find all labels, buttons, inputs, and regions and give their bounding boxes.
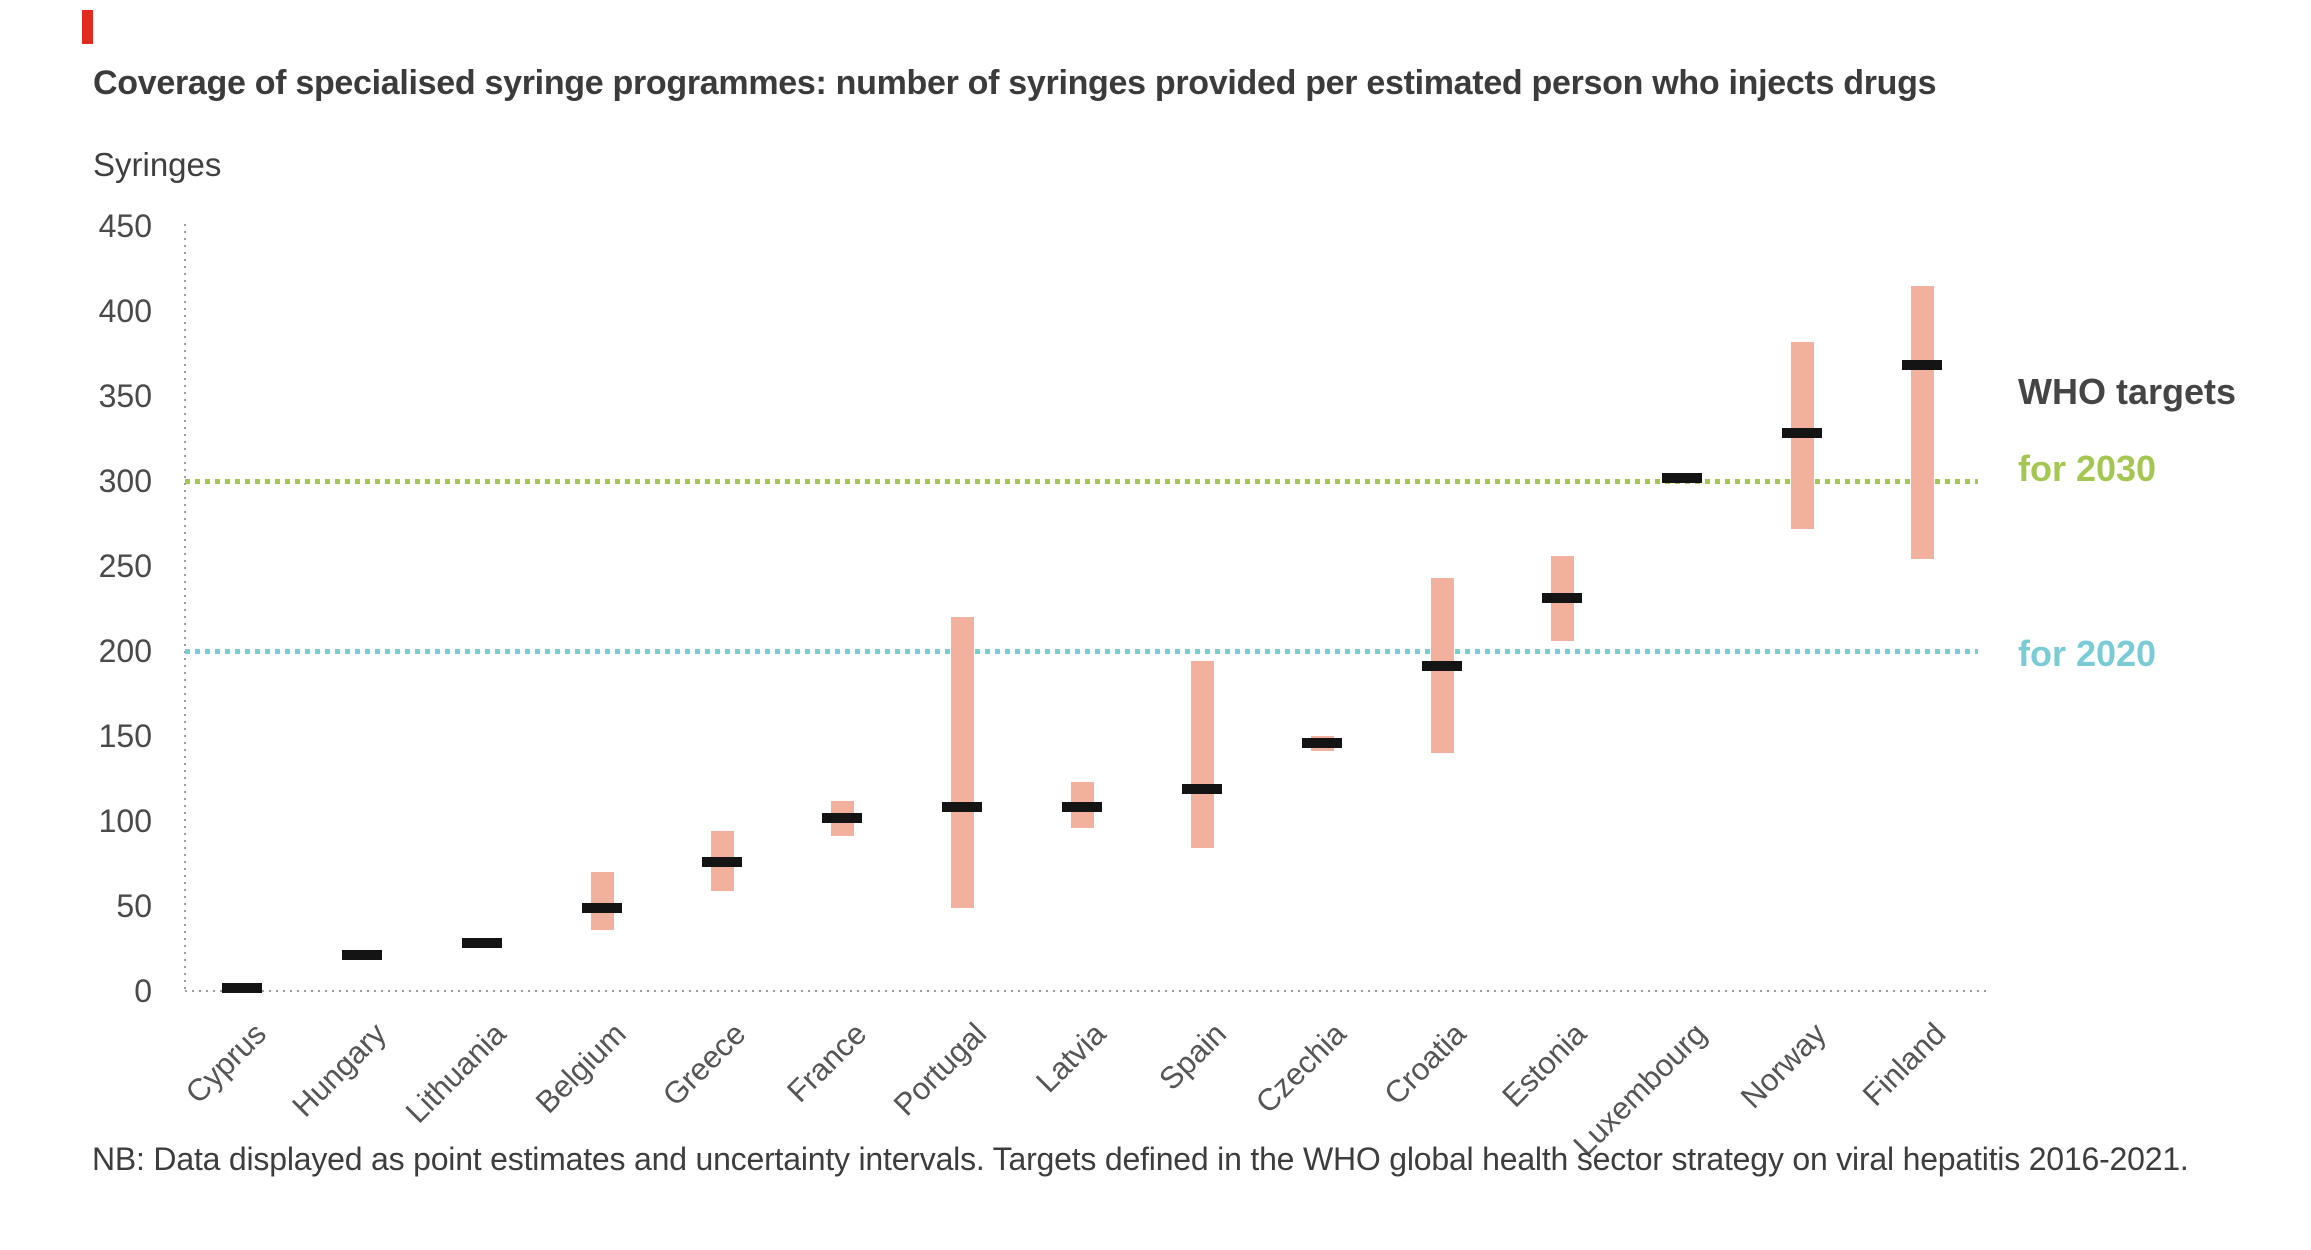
interval-bar [1190, 661, 1214, 849]
target-line-2030 [185, 478, 1978, 484]
point-estimate-dash [1662, 472, 1702, 483]
who-target-2020-label: for 2020 [2018, 633, 2157, 674]
y-tick-label: 50 [116, 888, 152, 924]
point-estimate-dash [942, 802, 982, 813]
x-axis-label: Estonia [1494, 1016, 1593, 1114]
point-estimate-dash [1542, 593, 1582, 604]
x-axis-label: Cyprus [178, 1016, 273, 1111]
brand-accent-bar [82, 10, 93, 44]
who-target-2030-label: for 2030 [2018, 448, 2157, 489]
x-axis-label: Latvia [1029, 1016, 1113, 1100]
x-axis-label: Croatia [1377, 1016, 1473, 1112]
y-tick-label: 200 [98, 633, 152, 669]
y-tick-label: 300 [98, 463, 152, 499]
y-tick-label: 250 [98, 548, 152, 584]
y-tick-label: 400 [98, 293, 152, 329]
y-axis-line [184, 224, 186, 992]
interval-bar [1910, 285, 1934, 560]
target-line-2020 [185, 648, 1978, 654]
x-axis-label: Portugal [886, 1016, 993, 1123]
footnote: NB: Data displayed as point estimates an… [92, 1141, 2189, 1177]
point-estimate-dash [222, 982, 262, 993]
x-axis-label: France [779, 1016, 873, 1109]
y-tick-label: 350 [98, 378, 152, 414]
point-estimate-dash [1902, 360, 1942, 371]
point-estimate-dash [462, 938, 502, 949]
point-estimate-dash [582, 902, 622, 913]
point-estimate-dash [1782, 428, 1822, 439]
who-targets-heading: WHO targets [2018, 371, 2237, 412]
y-tick-label: 150 [98, 718, 152, 754]
x-axis-label: Czechia [1248, 1016, 1353, 1120]
point-estimate-dash [822, 812, 862, 823]
interval-bar [590, 872, 614, 930]
x-axis-label: Hungary [285, 1016, 393, 1124]
x-axis-label: Finland [1856, 1016, 1953, 1113]
point-estimate-dash [1182, 783, 1222, 794]
x-axis-label: Spain [1151, 1016, 1233, 1097]
interval-bar [950, 617, 974, 908]
y-axis-title: Syringes [93, 146, 222, 183]
x-axis-label: Greece [656, 1016, 753, 1113]
point-estimate-dash [1422, 661, 1462, 672]
point-estimate-dash [342, 950, 382, 961]
y-tick-label: 450 [98, 208, 152, 244]
y-tick-label: 100 [98, 803, 152, 839]
point-estimate-dash [1302, 737, 1342, 748]
x-axis-label: Belgium [528, 1016, 633, 1120]
point-estimate-dash [1062, 802, 1102, 813]
y-tick-label: 0 [134, 973, 152, 1009]
x-axis-label: Lithuania [399, 1016, 513, 1130]
chart-title: Coverage of specialised syringe programm… [93, 64, 1937, 102]
x-axis-line [185, 990, 1990, 992]
point-estimate-dash [702, 856, 742, 867]
x-axis-label: Norway [1733, 1016, 1833, 1116]
